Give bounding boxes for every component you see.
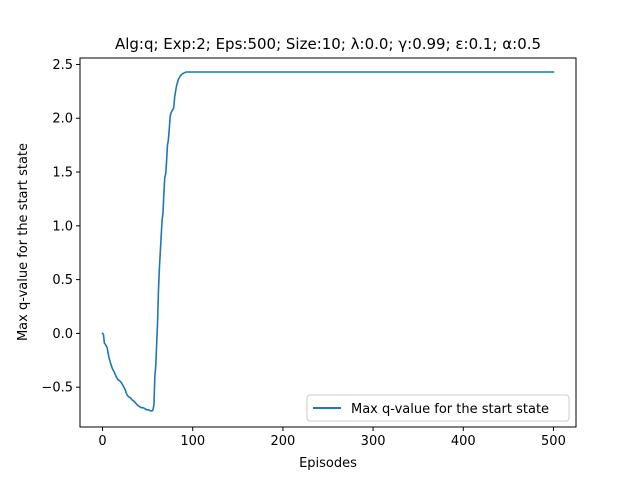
- plot-frame: [79, 57, 577, 428]
- plot-area: [79, 57, 577, 428]
- y-axis-label: Max q-value for the start state: [16, 143, 31, 341]
- legend: Max q-value for the start state: [306, 394, 570, 422]
- x-tick-label: 0: [98, 434, 106, 449]
- legend-label: Max q-value for the start state: [351, 402, 549, 417]
- series-line: [101, 71, 555, 412]
- y-tick-label: 0.5: [52, 273, 73, 288]
- y-tick-label: 0.0: [52, 327, 73, 342]
- x-tick-label: 300: [361, 434, 386, 449]
- x-axis: 0 100 200 300 400 500: [98, 427, 566, 449]
- x-tick-label: 400: [451, 434, 476, 449]
- y-tick-label: 1.5: [52, 166, 73, 181]
- chart-title: Alg:q; Exp:2; Eps:500; Size:10; λ:0.0; γ…: [115, 35, 541, 53]
- x-tick-label: 200: [270, 434, 295, 449]
- series-layer: [101, 71, 555, 412]
- y-axis: −0.5 0.0 0.5 1.0 1.5 2.0 2.5: [41, 58, 80, 396]
- y-tick-label: 2.5: [52, 58, 73, 73]
- x-tick-label: 100: [180, 434, 205, 449]
- legend-box: [306, 394, 570, 422]
- x-axis-label: Episodes: [299, 456, 357, 471]
- y-tick-label: 1.0: [52, 219, 73, 234]
- y-tick-label: 2.0: [52, 112, 73, 127]
- y-tick-label: −0.5: [41, 381, 73, 396]
- x-tick-label: 500: [541, 434, 566, 449]
